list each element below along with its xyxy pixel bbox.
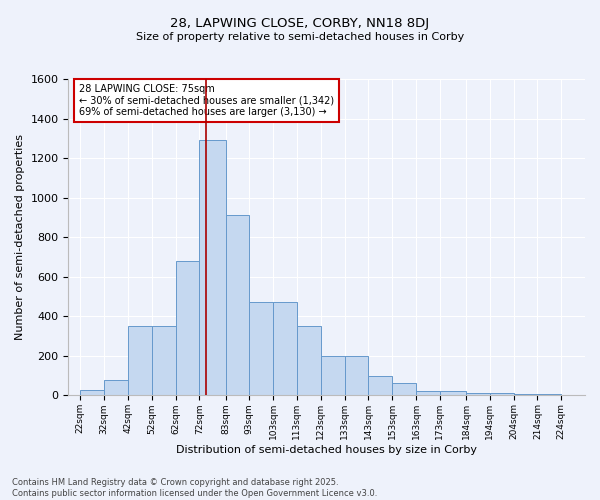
Bar xyxy=(199,140,226,396)
Text: Size of property relative to semi-detached houses in Corby: Size of property relative to semi-detach… xyxy=(136,32,464,42)
X-axis label: Distribution of semi-detached houses by size in Corby: Distribution of semi-detached houses by … xyxy=(176,445,477,455)
Bar xyxy=(440,392,466,396)
Text: 28, LAPWING CLOSE, CORBY, NN18 8DJ: 28, LAPWING CLOSE, CORBY, NN18 8DJ xyxy=(170,18,430,30)
Bar xyxy=(152,326,176,396)
Bar xyxy=(466,394,490,396)
Bar xyxy=(104,380,128,396)
Bar xyxy=(538,394,561,396)
Bar xyxy=(80,390,104,396)
Bar xyxy=(392,382,416,396)
Bar xyxy=(250,302,273,396)
Bar xyxy=(273,302,297,396)
Bar xyxy=(297,326,321,396)
Bar xyxy=(128,326,152,396)
Bar xyxy=(344,356,368,396)
Bar xyxy=(490,394,514,396)
Bar xyxy=(368,376,392,396)
Y-axis label: Number of semi-detached properties: Number of semi-detached properties xyxy=(15,134,25,340)
Text: Contains HM Land Registry data © Crown copyright and database right 2025.
Contai: Contains HM Land Registry data © Crown c… xyxy=(12,478,377,498)
Text: 28 LAPWING CLOSE: 75sqm
← 30% of semi-detached houses are smaller (1,342)
69% of: 28 LAPWING CLOSE: 75sqm ← 30% of semi-de… xyxy=(79,84,334,117)
Bar xyxy=(416,392,440,396)
Bar xyxy=(321,356,344,396)
Bar xyxy=(226,216,250,396)
Bar xyxy=(176,261,199,396)
Bar xyxy=(514,394,538,396)
